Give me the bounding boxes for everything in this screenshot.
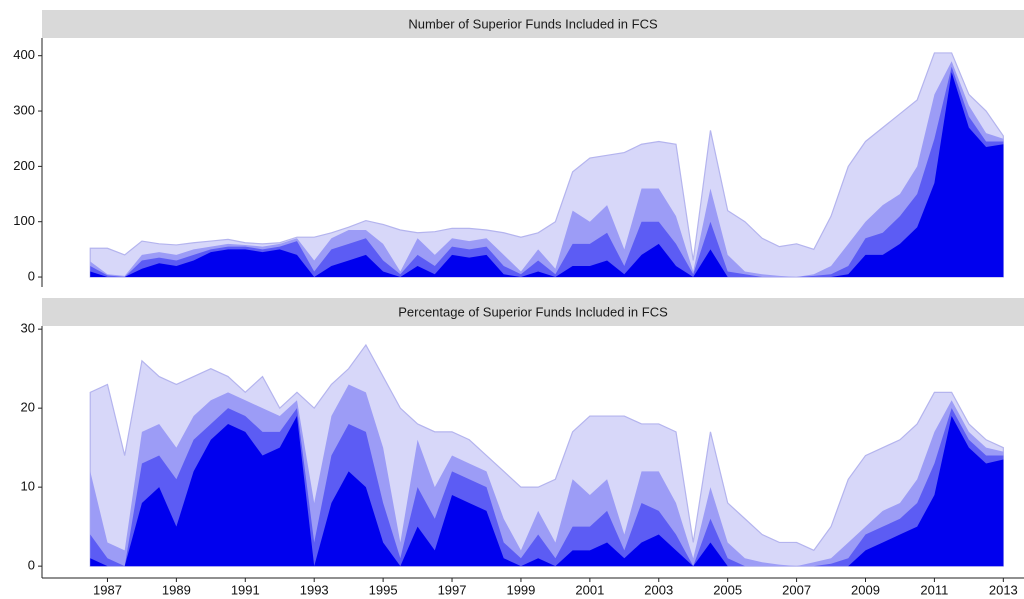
- x-tick-label: 2001: [575, 582, 604, 597]
- y-tick-label: 0: [28, 558, 35, 573]
- x-tick-label: 1991: [231, 582, 260, 597]
- x-tick-label: 1995: [369, 582, 398, 597]
- facet-strip: [42, 298, 1024, 326]
- y-tick-label: 400: [13, 47, 35, 62]
- facet-title: Percentage of Superior Funds Included in…: [398, 304, 668, 319]
- y-tick-label: 300: [13, 102, 35, 117]
- x-tick-label: 2007: [782, 582, 811, 597]
- x-tick-label: 1999: [506, 582, 535, 597]
- x-tick-label: 2009: [851, 582, 880, 597]
- x-tick-label: 2003: [644, 582, 673, 597]
- x-tick-label: 1993: [300, 582, 329, 597]
- x-tick-label: 1997: [438, 582, 467, 597]
- x-tick-label: 2013: [989, 582, 1018, 597]
- y-tick-label: 100: [13, 213, 35, 228]
- y-tick-label: 30: [21, 321, 35, 336]
- area: [90, 72, 1004, 278]
- y-tick-label: 200: [13, 158, 35, 173]
- x-tick-label: 2005: [713, 582, 742, 597]
- x-tick-label: 1987: [93, 582, 122, 597]
- x-tick-label: 2011: [920, 582, 948, 597]
- y-tick-label: 10: [21, 479, 35, 494]
- x-tick-label: 1989: [162, 582, 191, 597]
- area: [90, 384, 1004, 567]
- y-tick-label: 20: [21, 400, 35, 415]
- facet-title: Number of Superior Funds Included in FCS: [408, 16, 658, 31]
- y-tick-label: 0: [28, 268, 35, 283]
- area: [90, 408, 1004, 567]
- area: [90, 416, 1004, 567]
- facet-strip: [42, 10, 1024, 38]
